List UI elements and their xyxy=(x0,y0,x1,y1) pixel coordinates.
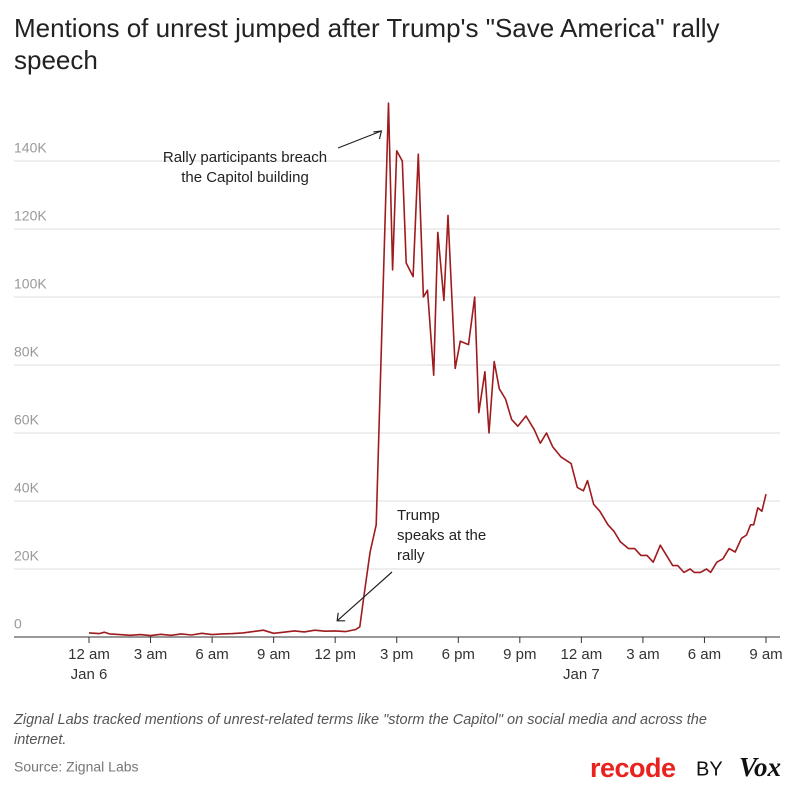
y-tick-label: 60K xyxy=(14,412,40,428)
annotation-arrow xyxy=(337,130,382,149)
x-date-label: Jan 6 xyxy=(71,666,108,683)
annotation-arrow xyxy=(336,571,393,622)
x-tick-label: 12 pm xyxy=(314,646,356,663)
y-tick-label: 120K xyxy=(14,208,47,224)
x-tick-label: 9 pm xyxy=(503,646,536,663)
x-tick-label: 6 pm xyxy=(442,646,475,663)
chart-title: speech xyxy=(14,45,98,75)
y-tick-label: 140K xyxy=(14,140,47,156)
annotation: speaks at the xyxy=(397,527,486,544)
x-tick-label: 3 am xyxy=(626,646,659,663)
footnote: Zignal Labs tracked mentions of unrest-r… xyxy=(13,712,707,728)
x-tick-label: 12 am xyxy=(68,646,110,663)
y-tick-label: 0 xyxy=(14,616,22,632)
annotation: the Capitol building xyxy=(181,169,309,186)
logo: Vox xyxy=(739,752,781,782)
logo: BY xyxy=(696,758,723,780)
x-tick-label: 9 am xyxy=(257,646,290,663)
y-tick-label: 20K xyxy=(14,548,40,564)
y-tick-label: 40K xyxy=(14,480,40,496)
annotation: Rally participants breach xyxy=(163,149,327,166)
annotation: rally xyxy=(397,547,425,564)
x-tick-label: 6 am xyxy=(688,646,721,663)
y-tick-label: 80K xyxy=(14,344,40,360)
logo: recode xyxy=(590,753,676,783)
annotation-arrowhead xyxy=(336,612,346,622)
x-tick-label: 3 pm xyxy=(380,646,413,663)
footnote: internet. xyxy=(14,732,66,748)
annotation-arrowhead xyxy=(373,130,383,140)
annotation: Trump xyxy=(397,507,440,524)
source: Source: Zignal Labs xyxy=(14,759,139,775)
x-tick-label: 3 am xyxy=(134,646,167,663)
line xyxy=(88,102,767,637)
x-tick-label: 9 am xyxy=(749,646,782,663)
y-tick-label: 100K xyxy=(14,276,47,292)
x-tick-label: 6 am xyxy=(195,646,228,663)
chart-title: Mentions of unrest jumped after Trump's … xyxy=(14,13,720,43)
x-date-label: Jan 7 xyxy=(563,666,600,683)
x-tick-label: 12 am xyxy=(561,646,603,663)
